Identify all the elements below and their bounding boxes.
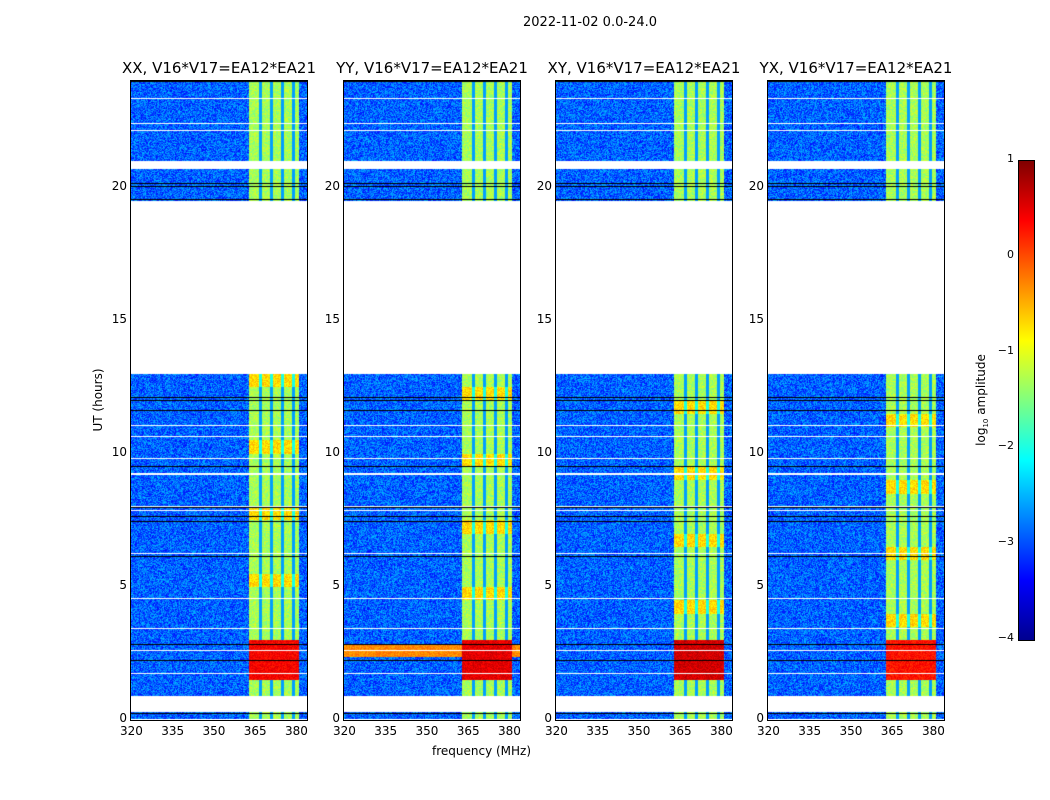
x-tick-label: 335: [374, 724, 398, 738]
y-axis-label: UT (hours): [91, 368, 105, 432]
colorbar-label-log: log: [973, 427, 988, 446]
y-tick-label: 5: [756, 577, 764, 592]
y-tick-label: 15: [536, 311, 552, 326]
colorbar-tick-label: −1: [997, 343, 1014, 357]
y-tick-label: 20: [324, 178, 340, 193]
colorbar-tick-label: −3: [997, 535, 1014, 549]
x-tick-label: 335: [798, 724, 822, 738]
x-tick-label: 380: [710, 724, 733, 738]
y-tick-label: 15: [748, 311, 764, 326]
colorbar-label-text: amplitude: [973, 354, 988, 419]
panel-title: XY, V16*V17=EA12*EA21: [547, 59, 741, 77]
heatmap-image: [556, 81, 732, 720]
x-tick-label: 335: [161, 724, 185, 738]
heatmap-panel-yy: [343, 80, 521, 721]
y-tick-label: 0: [544, 711, 552, 725]
x-tick-label: 365: [880, 724, 904, 738]
y-tick-label: 20: [536, 178, 552, 193]
y-tick-label: 5: [544, 577, 552, 592]
figure-title: 2022-11-02 0.0-24.0: [523, 15, 657, 30]
x-tick-label: 320: [545, 724, 568, 738]
heatmap-image: [344, 81, 520, 720]
colorbar-label-sub: 10: [982, 418, 991, 428]
x-tick-label: 320: [333, 724, 356, 738]
colorbar-label: log10 amplitude: [974, 354, 990, 446]
y-tick-label: 10: [536, 444, 552, 459]
y-tick-label: 0: [332, 711, 340, 725]
y-tick-label: 10: [748, 444, 764, 459]
colorbar-tick-label: 1: [1007, 152, 1014, 165]
y-tick-label: 10: [111, 444, 127, 459]
y-tick-label: 15: [324, 311, 340, 326]
heatmap-image: [131, 81, 307, 720]
colorbar-tick-label: −4: [997, 631, 1014, 644]
y-tick-label: 20: [748, 178, 764, 193]
x-tick-label: 350: [202, 724, 226, 738]
heatmap-panel-xx: [130, 80, 308, 721]
heatmap-panel-xy: [555, 80, 733, 721]
colorbar-tick-label: 0: [1007, 247, 1014, 261]
x-tick-label: 380: [922, 724, 945, 738]
x-tick-label: 365: [668, 724, 692, 738]
x-tick-label: 320: [757, 724, 780, 738]
x-tick-label: 365: [243, 724, 267, 738]
colorbar: [1018, 160, 1035, 641]
x-tick-label: 350: [627, 724, 651, 738]
y-tick-label: 5: [332, 577, 340, 592]
panel-title: YY, V16*V17=EA12*EA21: [336, 59, 528, 77]
x-tick-label: 365: [456, 724, 480, 738]
x-tick-label: 350: [839, 724, 863, 738]
panel-title: YX, V16*V17=EA12*EA21: [759, 59, 953, 77]
y-tick-label: 0: [756, 711, 764, 725]
y-tick-label: 5: [119, 577, 127, 592]
panel-title: XX, V16*V17=EA12*EA21: [121, 59, 316, 77]
x-tick-label: 380: [498, 724, 521, 738]
colorbar-tick-label: −2: [997, 439, 1014, 453]
x-tick-label: 320: [120, 724, 143, 738]
y-tick-label: 0: [119, 711, 127, 725]
x-tick-label: 380: [285, 724, 308, 738]
y-tick-label: 15: [111, 311, 127, 326]
heatmap-panel-yx: [767, 80, 945, 721]
x-axis-label: frequency (MHz): [432, 744, 532, 758]
y-tick-label: 10: [324, 444, 340, 459]
y-tick-label: 20: [111, 178, 127, 193]
x-tick-label: 350: [415, 724, 439, 738]
heatmap-image: [768, 81, 944, 720]
x-tick-label: 335: [586, 724, 610, 738]
